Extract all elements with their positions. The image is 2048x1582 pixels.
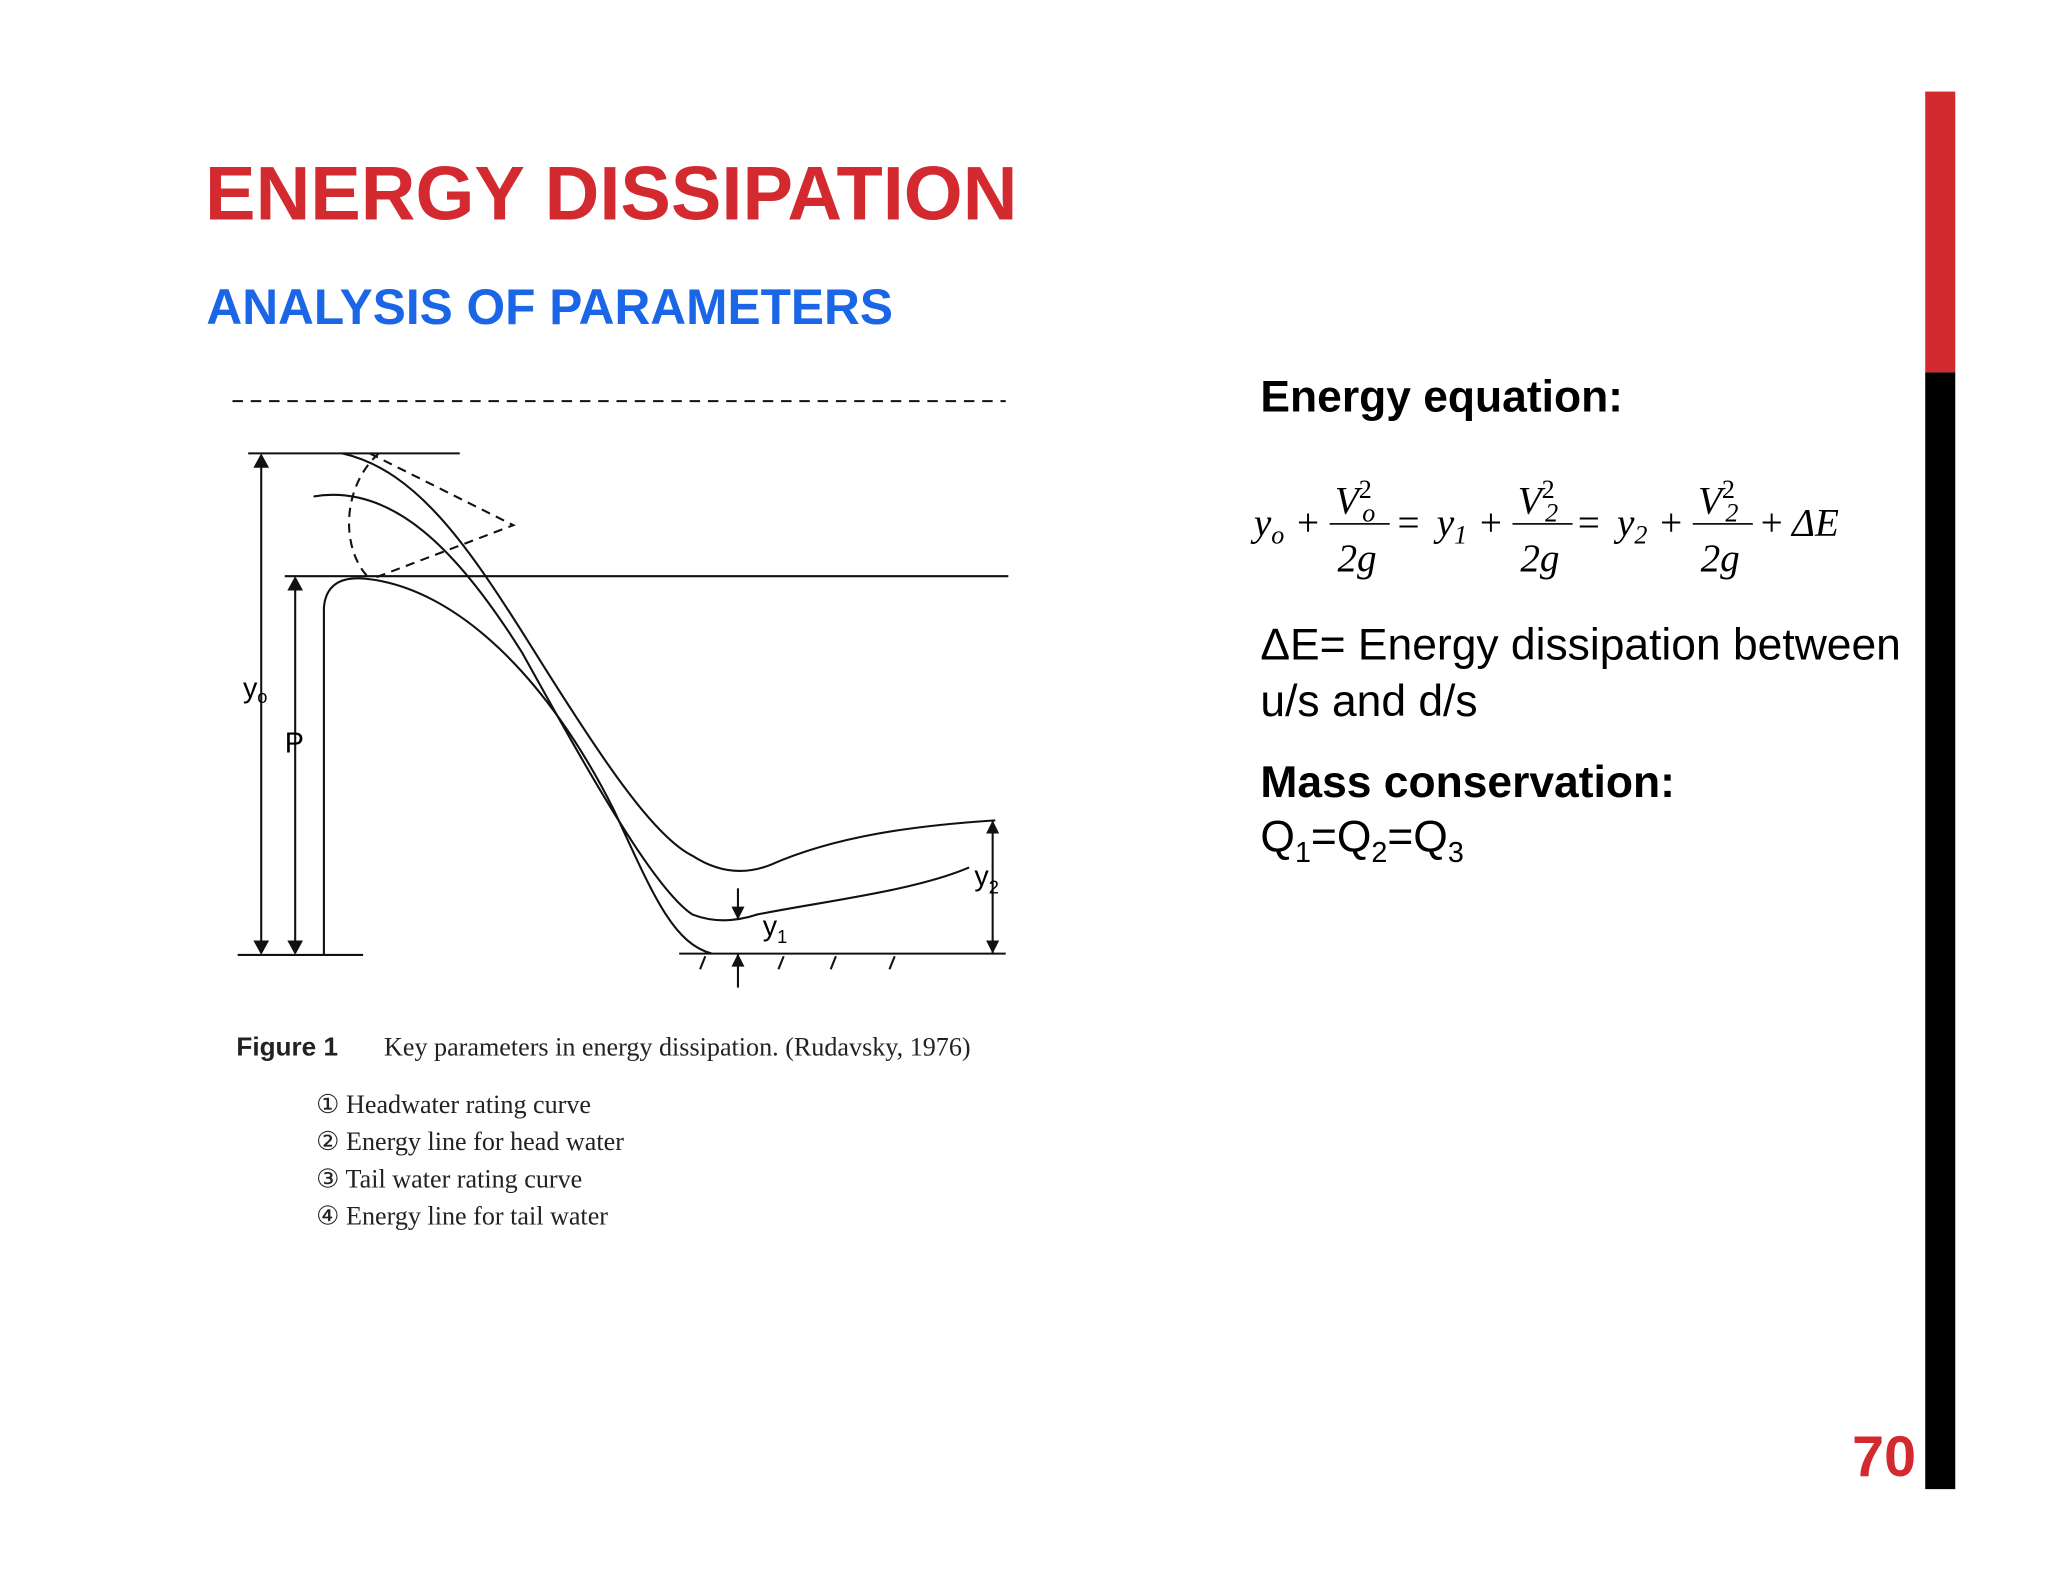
label-yo: yo [243, 673, 268, 707]
numerator: V2 2 [1518, 475, 1558, 528]
nappe-lower [313, 493, 970, 922]
num-var: V [1518, 479, 1546, 522]
num-sup: 2 [1359, 475, 1372, 504]
spillway-surface [322, 577, 713, 955]
label-sub: 1 [777, 926, 787, 947]
var-sub: 1 [1454, 520, 1467, 549]
rating-curve [347, 452, 380, 580]
nappe-upper [341, 452, 996, 873]
term-var: y1 [1433, 502, 1467, 550]
var: y [1613, 502, 1635, 545]
formula-sub: 3 [1448, 837, 1464, 869]
numerator: V2 2 [1698, 475, 1738, 528]
label-y1: y1 [763, 910, 788, 947]
num-sub: 2 [1545, 498, 1558, 527]
denominator: 2g [1520, 537, 1559, 580]
label-sub: 2 [989, 877, 999, 898]
figure-caption: Key parameters in energy dissipation. (R… [384, 1032, 971, 1061]
term-var: yo [1250, 502, 1284, 550]
ground-hatch [699, 955, 896, 970]
formula-text: =Q [1311, 813, 1371, 862]
formula-text: =Q [1387, 813, 1447, 862]
plus-sign: + [1480, 502, 1502, 545]
delta-text-line: ΔE= Energy dissipation between [1260, 621, 1900, 670]
var: y [1250, 502, 1272, 545]
var-sub: 2 [1634, 520, 1647, 549]
figure-legend: ① Headwater rating curve ② Energy line fo… [316, 1090, 624, 1231]
label: y [974, 861, 989, 893]
numerator: V2 o [1335, 475, 1375, 528]
equals-sign: = [1578, 502, 1600, 545]
delta-text-line: u/s and d/s [1260, 677, 1477, 726]
num-sub: o [1362, 498, 1375, 527]
num-sup: 2 [1542, 475, 1555, 504]
label-p: P [285, 727, 304, 759]
energy-line [369, 452, 516, 580]
formula-sub: 1 [1295, 837, 1311, 869]
energy-heading: Energy equation: [1260, 373, 1623, 422]
slide-title: ENERGY DISSIPATION [205, 152, 1017, 237]
arrowheads-y1 [731, 906, 745, 967]
num-sup: 2 [1722, 475, 1735, 504]
legend-item: ④ Energy line for tail water [316, 1202, 608, 1231]
legend-item: ② Energy line for head water [316, 1127, 624, 1156]
accent-bar-black [1925, 372, 1956, 1490]
equals-sign: = [1398, 502, 1420, 545]
mass-heading: Mass conservation: [1260, 758, 1674, 807]
denominator: 2g [1337, 537, 1376, 580]
label-sub: o [257, 686, 267, 707]
slide-subtitle: ANALYSIS OF PARAMETERS [206, 279, 893, 335]
plus-sign: + [1761, 502, 1783, 545]
var-sub: o [1271, 520, 1284, 549]
label-y2: y2 [974, 861, 999, 898]
accent-bar-red [1925, 91, 1956, 373]
num-var: V [1698, 479, 1726, 522]
legend-item: ① Headwater rating curve [316, 1090, 591, 1119]
page-number: 70 [1852, 1425, 1916, 1489]
plus-sign: + [1660, 502, 1682, 545]
term-var: y2 [1613, 502, 1647, 550]
mass-formula: Q1=Q2=Q3 [1260, 813, 1463, 869]
num-sub: 2 [1725, 498, 1738, 527]
formula-text: Q [1260, 813, 1295, 862]
label: y [243, 673, 258, 705]
formula-sub: 2 [1371, 837, 1387, 869]
plus-sign: + [1297, 502, 1319, 545]
figure: yo P y1 y2 Figure 1 Key parameters in en… [232, 400, 1009, 1231]
figure-label: Figure 1 [236, 1031, 338, 1061]
label: y [763, 910, 778, 942]
delta-e: ΔE [1790, 502, 1839, 545]
denominator: 2g [1701, 537, 1740, 580]
equation: yo +V2 o2g= y1 +V2 22g= y2 +V2 22g+ ΔE [1250, 475, 1839, 580]
num-var: V [1335, 479, 1363, 522]
legend-item: ③ Tail water rating curve [316, 1164, 582, 1193]
var: y [1433, 502, 1455, 545]
